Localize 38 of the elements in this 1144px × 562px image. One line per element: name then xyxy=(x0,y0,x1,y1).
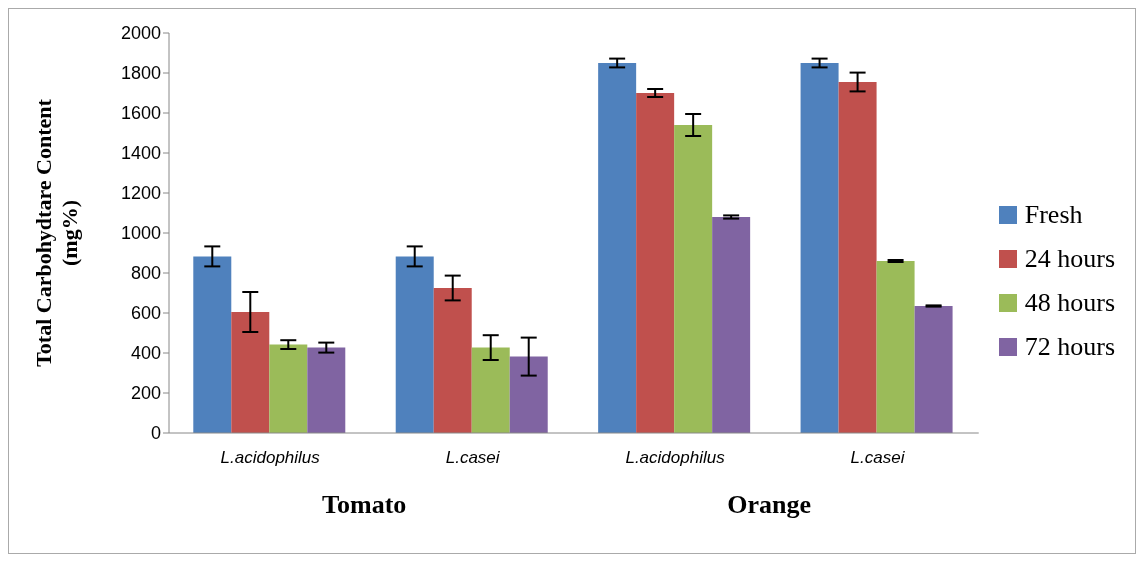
y-tick-label: 200 xyxy=(130,383,161,404)
y-tick-label: 1600 xyxy=(120,103,161,124)
bar xyxy=(598,63,637,433)
legend-label: 24 hours xyxy=(1024,244,1115,274)
x-tick-label: L.casei xyxy=(850,448,906,467)
bar xyxy=(395,256,434,433)
legend-label: 48 hours xyxy=(1024,288,1115,318)
y-tick-label: 1000 xyxy=(120,223,161,244)
legend-label: 72 hours xyxy=(1024,332,1115,362)
bar xyxy=(712,217,751,433)
bar xyxy=(674,125,713,433)
bar xyxy=(471,347,510,433)
x-tick-label: L.acidophilus xyxy=(220,448,321,467)
y-tick-label: 0 xyxy=(150,423,161,444)
bar xyxy=(876,261,915,433)
bar xyxy=(231,312,270,433)
y-tick-label: 400 xyxy=(130,343,161,364)
bar xyxy=(838,82,877,433)
bar xyxy=(433,288,472,433)
bar xyxy=(269,344,308,433)
bar xyxy=(636,93,675,433)
y-tick-label: 1400 xyxy=(120,143,161,164)
y-tick-label: 1800 xyxy=(120,63,161,84)
x-tick-label: L.acidophilus xyxy=(625,448,726,467)
bar xyxy=(800,63,839,433)
bar xyxy=(307,347,346,433)
bar xyxy=(914,306,953,433)
legend-label: Fresh xyxy=(1024,200,1083,230)
y-tick-label: 2000 xyxy=(120,23,161,44)
y-tick-label: 600 xyxy=(130,303,161,324)
y-tick-label: 1200 xyxy=(120,183,161,204)
bar xyxy=(509,356,548,433)
y-tick-label: 800 xyxy=(130,263,161,284)
bar xyxy=(193,256,232,433)
y-axis-title: Total Carbohydtare Content (mg%) xyxy=(31,98,82,367)
text: Orange xyxy=(727,490,811,519)
text: Tomato xyxy=(322,490,407,519)
x-tick-label: L.casei xyxy=(445,448,501,467)
